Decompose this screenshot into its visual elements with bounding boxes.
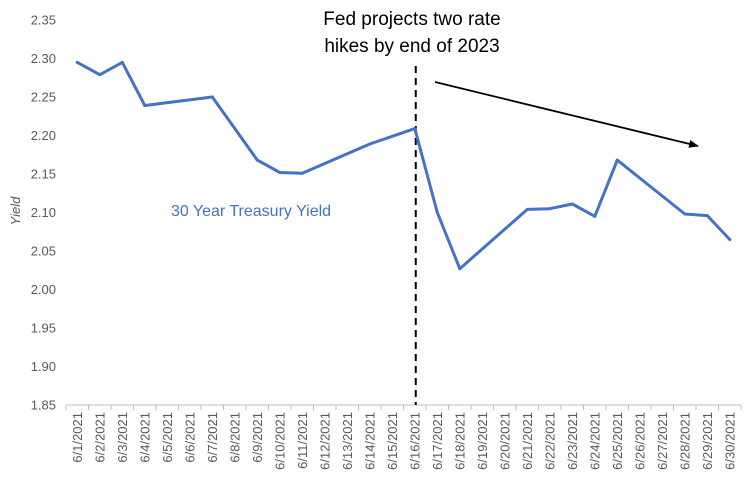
x-tick-label: 6/21/2021 [520,412,535,470]
event-annotation-line-2: hikes by end of 2023 [324,36,499,57]
x-tick-label: 6/16/2021 [407,412,422,470]
y-axis-tick-labels: 2.35 2.30 2.25 2.20 2.15 2.10 2.05 2.00 1.95 1.90… [31,13,56,413]
x-tick-label: 6/3/2021 [115,412,130,463]
y-tick-label: 2.30 [31,51,56,66]
x-tick-label: 6/13/2021 [340,412,355,470]
trend-arrow [434,81,699,148]
data-point [278,170,282,174]
data-point [548,207,552,211]
y-tick-label: 2.10 [31,205,56,220]
data-point [143,103,147,107]
x-tick-label: 6/24/2021 [587,412,602,470]
x-tick-label: 6/23/2021 [565,412,580,470]
x-tick-label: 6/30/2021 [722,412,737,470]
x-tick-label: 6/6/2021 [182,412,197,463]
x-tick-label: 6/28/2021 [677,412,692,470]
data-point [210,95,214,99]
x-tick-label: 6/18/2021 [452,412,467,470]
x-tick-label: 6/9/2021 [250,412,265,463]
x-tick-label: 6/20/2021 [497,412,512,470]
y-axis-title: Yield [8,196,23,225]
y-tick-label: 1.95 [31,321,56,336]
y-tick-label: 2.20 [31,128,56,143]
y-tick-label: 2.25 [31,90,56,105]
y-tick-label: 2.05 [31,244,56,259]
data-point [255,158,259,162]
x-tick-label: 6/10/2021 [272,412,287,470]
data-point [300,171,304,175]
series-points [75,60,732,271]
x-tick-label: 6/2/2021 [92,412,107,463]
x-tick-label: 6/15/2021 [385,412,400,470]
x-tick-label: 6/11/2021 [295,412,310,469]
y-tick-label: 2.00 [31,282,56,297]
x-tick-label: 6/27/2021 [655,412,670,470]
x-tick-label: 6/14/2021 [362,412,377,470]
x-tick-label: 6/7/2021 [205,412,220,463]
data-point [570,202,574,206]
x-tick-label: 6/4/2021 [137,412,152,463]
x-tick-label: 6/1/2021 [70,412,85,463]
data-point [593,214,597,218]
data-point [525,207,529,211]
y-tick-label: 1.90 [31,359,56,374]
x-tick-label: 6/5/2021 [160,412,175,463]
data-point [413,127,417,131]
x-tick-label: 6/26/2021 [632,412,647,470]
data-point [705,214,709,218]
series-line-30-year-treasury-yield [75,60,732,271]
x-tick-label: 6/17/2021 [430,412,445,470]
data-point [615,158,619,162]
x-tick-label: 6/19/2021 [475,412,490,470]
series-label-30-year-treasury-yield: 30 Year Treasury Yield [171,203,331,220]
data-point [683,212,687,216]
y-tick-label: 2.35 [31,13,56,28]
x-tick-label: 6/25/2021 [610,412,625,470]
data-point [435,211,439,214]
x-axis-tick-labels: 6/1/2021 6/2/2021 6/3/2021 6/4/2021 6/5/2021… [65,405,742,470]
x-tick-label: 6/29/2021 [700,412,715,470]
data-point [368,142,372,146]
y-tick-label: 1.85 [31,398,56,413]
x-tick-label: 6/22/2021 [542,412,557,470]
x-tick-label: 6/8/2021 [227,412,242,463]
event-annotation-line-1: Fed projects two rate [323,9,500,30]
y-tick-label: 2.15 [31,167,56,182]
data-point [75,60,79,64]
data-point [728,237,732,241]
data-point [120,60,124,64]
data-point [458,267,462,271]
data-point [98,73,102,77]
x-tick-label: 6/12/2021 [317,412,332,470]
